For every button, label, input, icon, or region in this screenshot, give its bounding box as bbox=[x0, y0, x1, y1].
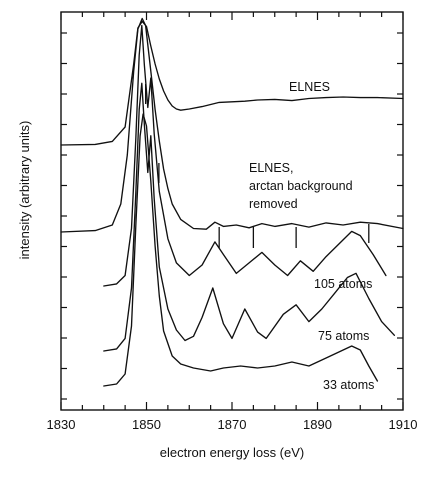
x-tick-label: 1910 bbox=[389, 417, 418, 432]
series-label-elnes-arctan-line2: arctan background bbox=[249, 179, 353, 193]
x-axis-label: electron energy loss (eV) bbox=[160, 445, 305, 460]
series-label-105-atoms: 105 atoms bbox=[314, 277, 372, 291]
y-axis-label: intensity (arbitrary units) bbox=[17, 121, 32, 260]
spectra-curves bbox=[60, 17, 404, 387]
axis-ticks bbox=[60, 12, 404, 410]
x-tick-label: 1830 bbox=[47, 417, 76, 432]
spectrum-elnes bbox=[60, 20, 404, 146]
series-label-33-atoms: 33 atoms bbox=[323, 378, 374, 392]
x-tick-label: 1890 bbox=[303, 417, 332, 432]
edge-markers bbox=[144, 84, 370, 248]
series-label-elnes-arctan: ELNES, arctan background removed bbox=[249, 161, 356, 211]
series-label-75-atoms: 75 atoms bbox=[318, 329, 369, 343]
series-label-elnes-arctan-line3: removed bbox=[249, 197, 298, 211]
x-tick-labels: 1830 1850 1870 1890 1910 bbox=[47, 417, 418, 432]
x-tick-label: 1850 bbox=[132, 417, 161, 432]
spectrum-75-atoms bbox=[103, 82, 396, 352]
plot-frame bbox=[60, 11, 404, 411]
spectrum-elnes-arctan-background-removed bbox=[60, 17, 404, 233]
x-tick-label: 1870 bbox=[218, 417, 247, 432]
series-label-elnes: ELNES bbox=[289, 80, 330, 94]
spectrum-33-atoms bbox=[103, 113, 379, 387]
spectrum-105-atoms bbox=[103, 24, 387, 287]
series-label-elnes-arctan-line1: ELNES, bbox=[249, 161, 293, 175]
